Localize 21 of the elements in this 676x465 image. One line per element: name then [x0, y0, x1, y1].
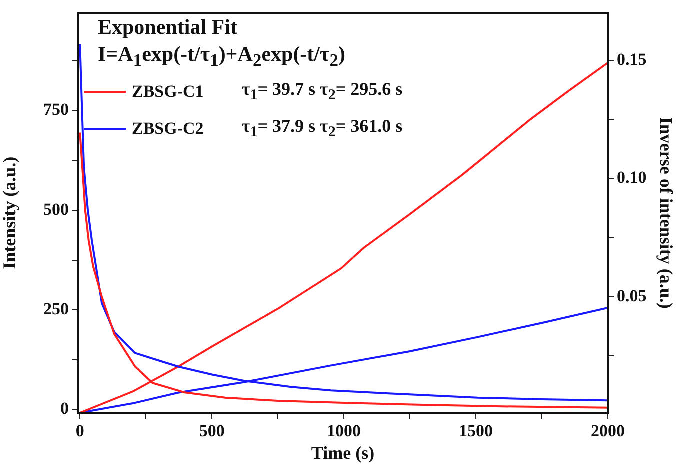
x-tick-label: 2000 — [591, 422, 625, 441]
x-tick-label: 1500 — [459, 422, 494, 441]
x-tick-label: 500 — [199, 422, 225, 441]
y-axis-title: Intensity (a.u.) — [0, 156, 20, 270]
annotation: τ$_{1}$= 39.7 s τ$_{2}$= 295.6 s — [242, 78, 403, 106]
x-tick-label: 0 — [76, 422, 84, 441]
y2-tick-label: 0.05 — [617, 286, 647, 306]
x-tick-label: 1000 — [327, 422, 362, 441]
x-axis-title: Time (s) — [311, 442, 375, 463]
y2-axis-title: Inverse of intensity (a.u.) — [656, 117, 676, 309]
y-tick-label: 750 — [44, 100, 69, 120]
annotation: τ$_{1}$= 37.9 s τ$_{2}$= 361.0 s — [242, 114, 403, 142]
y-tick-label: 500 — [44, 200, 69, 219]
y-tick-label: 250 — [44, 300, 69, 319]
y2-tick-label: 0.15 — [617, 50, 647, 69]
legend-label: ZBSG-C1 — [132, 81, 205, 104]
text: I=A$_{1}$exp(-t/τ$_{1}$)+A$_{2}$exp(-t/τ$_{2}$) — [98, 42, 346, 70]
legend-label: ZBSG-C2 — [132, 118, 205, 140]
y-tick-label: 0 — [60, 399, 69, 418]
annotation: Exponential Fit — [98, 14, 238, 41]
y2-tick-label: 0.10 — [617, 168, 647, 188]
